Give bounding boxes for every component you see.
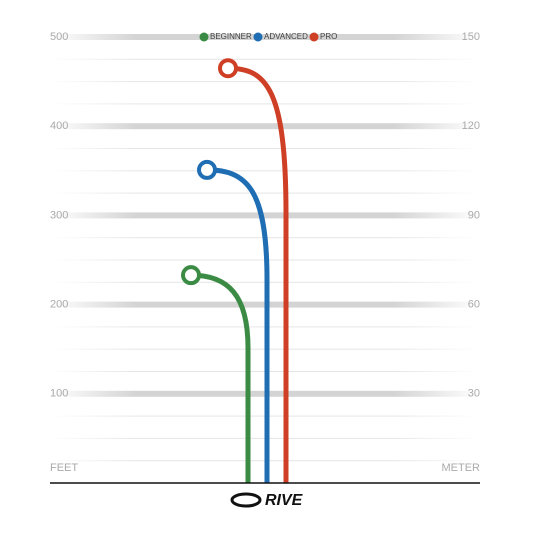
logo-swoosh — [230, 492, 262, 508]
plot: 100 200 300 400 500 30 60 90 120 150 BEGINNER ADVAN… — [50, 31, 480, 483]
legend-swatch — [309, 32, 319, 42]
minor-grid-line — [50, 148, 480, 149]
landing-point — [181, 265, 201, 286]
y2-tick-label: 60 — [468, 299, 480, 311]
legend-label: ADVANCED — [264, 32, 308, 41]
minor-grid-line — [50, 103, 480, 105]
y2-axis-label: METER — [442, 462, 481, 474]
grid-line — [50, 34, 480, 40]
grid-line — [50, 123, 480, 130]
y-tick-label: 300 — [50, 209, 68, 221]
legend-label: PRO — [320, 32, 337, 41]
flight-path — [206, 167, 270, 483]
legend-swatch — [199, 32, 209, 42]
legend-item: ADVANCED — [253, 32, 308, 42]
y-tick-label: 400 — [50, 120, 68, 132]
legend-label: BEGINNER — [210, 32, 252, 41]
brand-logo: RIVE — [230, 492, 304, 509]
legend-item: PRO — [309, 32, 337, 42]
flight-path — [190, 272, 251, 483]
landing-point — [218, 58, 238, 79]
grid-line — [50, 212, 480, 219]
y-tick-label: 200 — [50, 299, 68, 311]
brand-name: RIVE — [265, 492, 304, 509]
landing-point — [197, 159, 217, 180]
y2-tick-label: 30 — [468, 388, 480, 400]
y2-tick-label: 120 — [462, 120, 480, 132]
minor-grid-line — [50, 170, 480, 172]
minor-grid-line — [50, 58, 480, 60]
legend-item: BEGINNER — [199, 32, 252, 42]
y2-tick-label: 150 — [462, 31, 480, 43]
flight-path — [227, 65, 289, 483]
y-tick-label: 100 — [50, 388, 68, 400]
y-axis-label: FEET — [50, 462, 78, 474]
y-tick-label: 500 — [50, 31, 68, 43]
minor-grid-line — [50, 192, 480, 194]
legend-swatch — [253, 32, 263, 42]
y2-tick-label: 90 — [468, 209, 480, 221]
